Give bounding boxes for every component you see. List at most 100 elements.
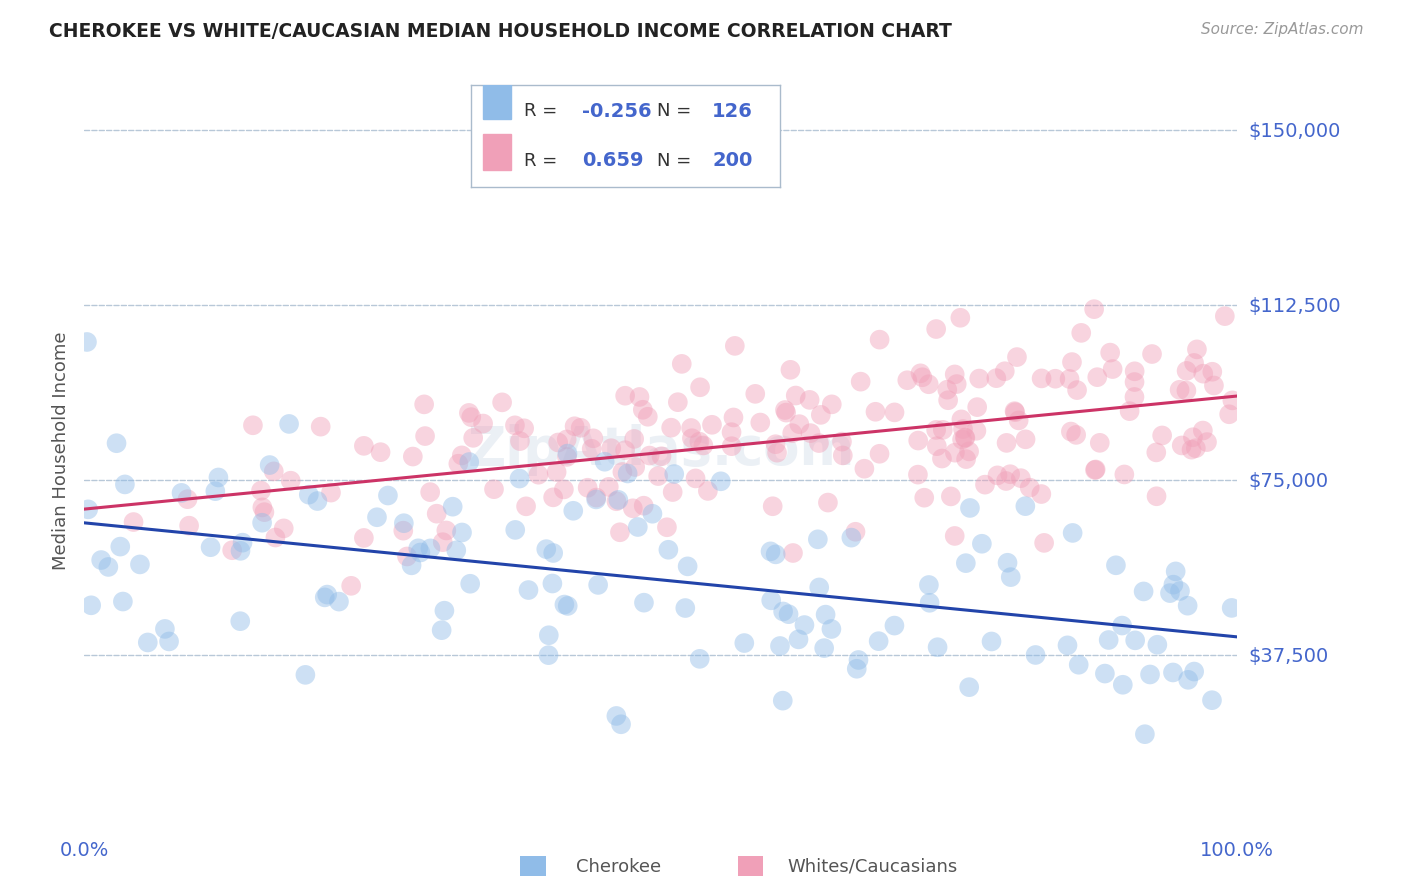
Point [681, 431, 703, 445]
Text: CHEROKEE VS WHITE/CAUCASIAN MEDIAN HOUSEHOLD INCOME CORRELATION CHART: CHEROKEE VS WHITE/CAUCASIAN MEDIAN HOUSE… [49, 22, 952, 41]
Point [77, 502, 100, 516]
Point [1123, 375, 1146, 389]
Point [1182, 356, 1205, 370]
Point [1163, 577, 1185, 591]
Point [994, 364, 1017, 378]
Point [600, 441, 623, 455]
Point [980, 634, 1002, 648]
Point [122, 515, 145, 529]
Point [170, 486, 193, 500]
Point [986, 371, 1008, 385]
Point [541, 576, 564, 591]
Point [1114, 467, 1136, 482]
Point [1152, 428, 1174, 442]
Point [340, 579, 363, 593]
Point [759, 544, 782, 558]
Point [671, 357, 693, 371]
Point [395, 549, 418, 564]
Point [765, 547, 787, 561]
Point [955, 431, 977, 445]
Point [1177, 673, 1199, 687]
Point [779, 363, 801, 377]
Point [105, 436, 128, 450]
Point [638, 449, 661, 463]
Point [831, 449, 853, 463]
Point [918, 377, 941, 392]
Point [1180, 442, 1202, 457]
Point [177, 518, 200, 533]
Point [503, 523, 526, 537]
Point [1185, 343, 1208, 357]
Point [536, 542, 558, 557]
Point [392, 516, 415, 531]
Point [761, 593, 783, 607]
Point [1062, 525, 1084, 540]
Point [259, 458, 281, 472]
Point [482, 482, 505, 496]
Point [1175, 384, 1198, 398]
Point [157, 634, 180, 648]
Point [799, 392, 821, 407]
Point [925, 423, 948, 437]
Point [1098, 632, 1121, 647]
Point [939, 490, 962, 504]
Point [294, 668, 316, 682]
Text: -0.256: -0.256 [582, 102, 652, 121]
Point [450, 449, 472, 463]
Point [616, 467, 638, 481]
Point [1123, 633, 1146, 648]
Point [598, 480, 620, 494]
Point [1060, 425, 1083, 439]
Point [430, 623, 453, 637]
Point [569, 421, 592, 435]
Point [1168, 383, 1191, 397]
Point [513, 421, 536, 435]
Point [624, 459, 647, 474]
Point [1170, 438, 1192, 452]
Point [849, 375, 872, 389]
Point [907, 434, 929, 448]
Point [1133, 727, 1156, 741]
Point [831, 434, 853, 449]
Point [808, 436, 831, 450]
Point [943, 368, 966, 382]
Point [780, 426, 803, 441]
Point [676, 559, 699, 574]
Point [1004, 405, 1026, 419]
Point [744, 387, 766, 401]
Point [621, 501, 644, 516]
Point [1144, 445, 1167, 459]
Point [673, 601, 696, 615]
Point [413, 429, 436, 443]
Point [221, 543, 243, 558]
Point [401, 558, 423, 573]
Point [353, 531, 375, 545]
Point [943, 529, 966, 543]
Point [912, 491, 935, 505]
Point [1064, 428, 1087, 442]
Point [957, 680, 980, 694]
Y-axis label: Median Household Income: Median Household Income [52, 331, 70, 570]
Point [659, 420, 682, 434]
Point [664, 467, 686, 481]
Point [723, 410, 745, 425]
Point [1008, 413, 1031, 427]
Point [377, 488, 399, 502]
Point [90, 553, 112, 567]
Point [366, 510, 388, 524]
Point [1201, 365, 1223, 379]
Point [810, 408, 832, 422]
Point [612, 465, 634, 479]
Point [628, 390, 651, 404]
Point [250, 516, 273, 530]
Point [787, 632, 810, 647]
Point [607, 492, 630, 507]
Point [817, 495, 839, 509]
Point [447, 457, 470, 471]
Point [1146, 489, 1168, 503]
Point [1192, 367, 1215, 381]
Point [785, 388, 807, 402]
Point [974, 477, 997, 491]
Point [319, 485, 342, 500]
Point [1146, 638, 1168, 652]
